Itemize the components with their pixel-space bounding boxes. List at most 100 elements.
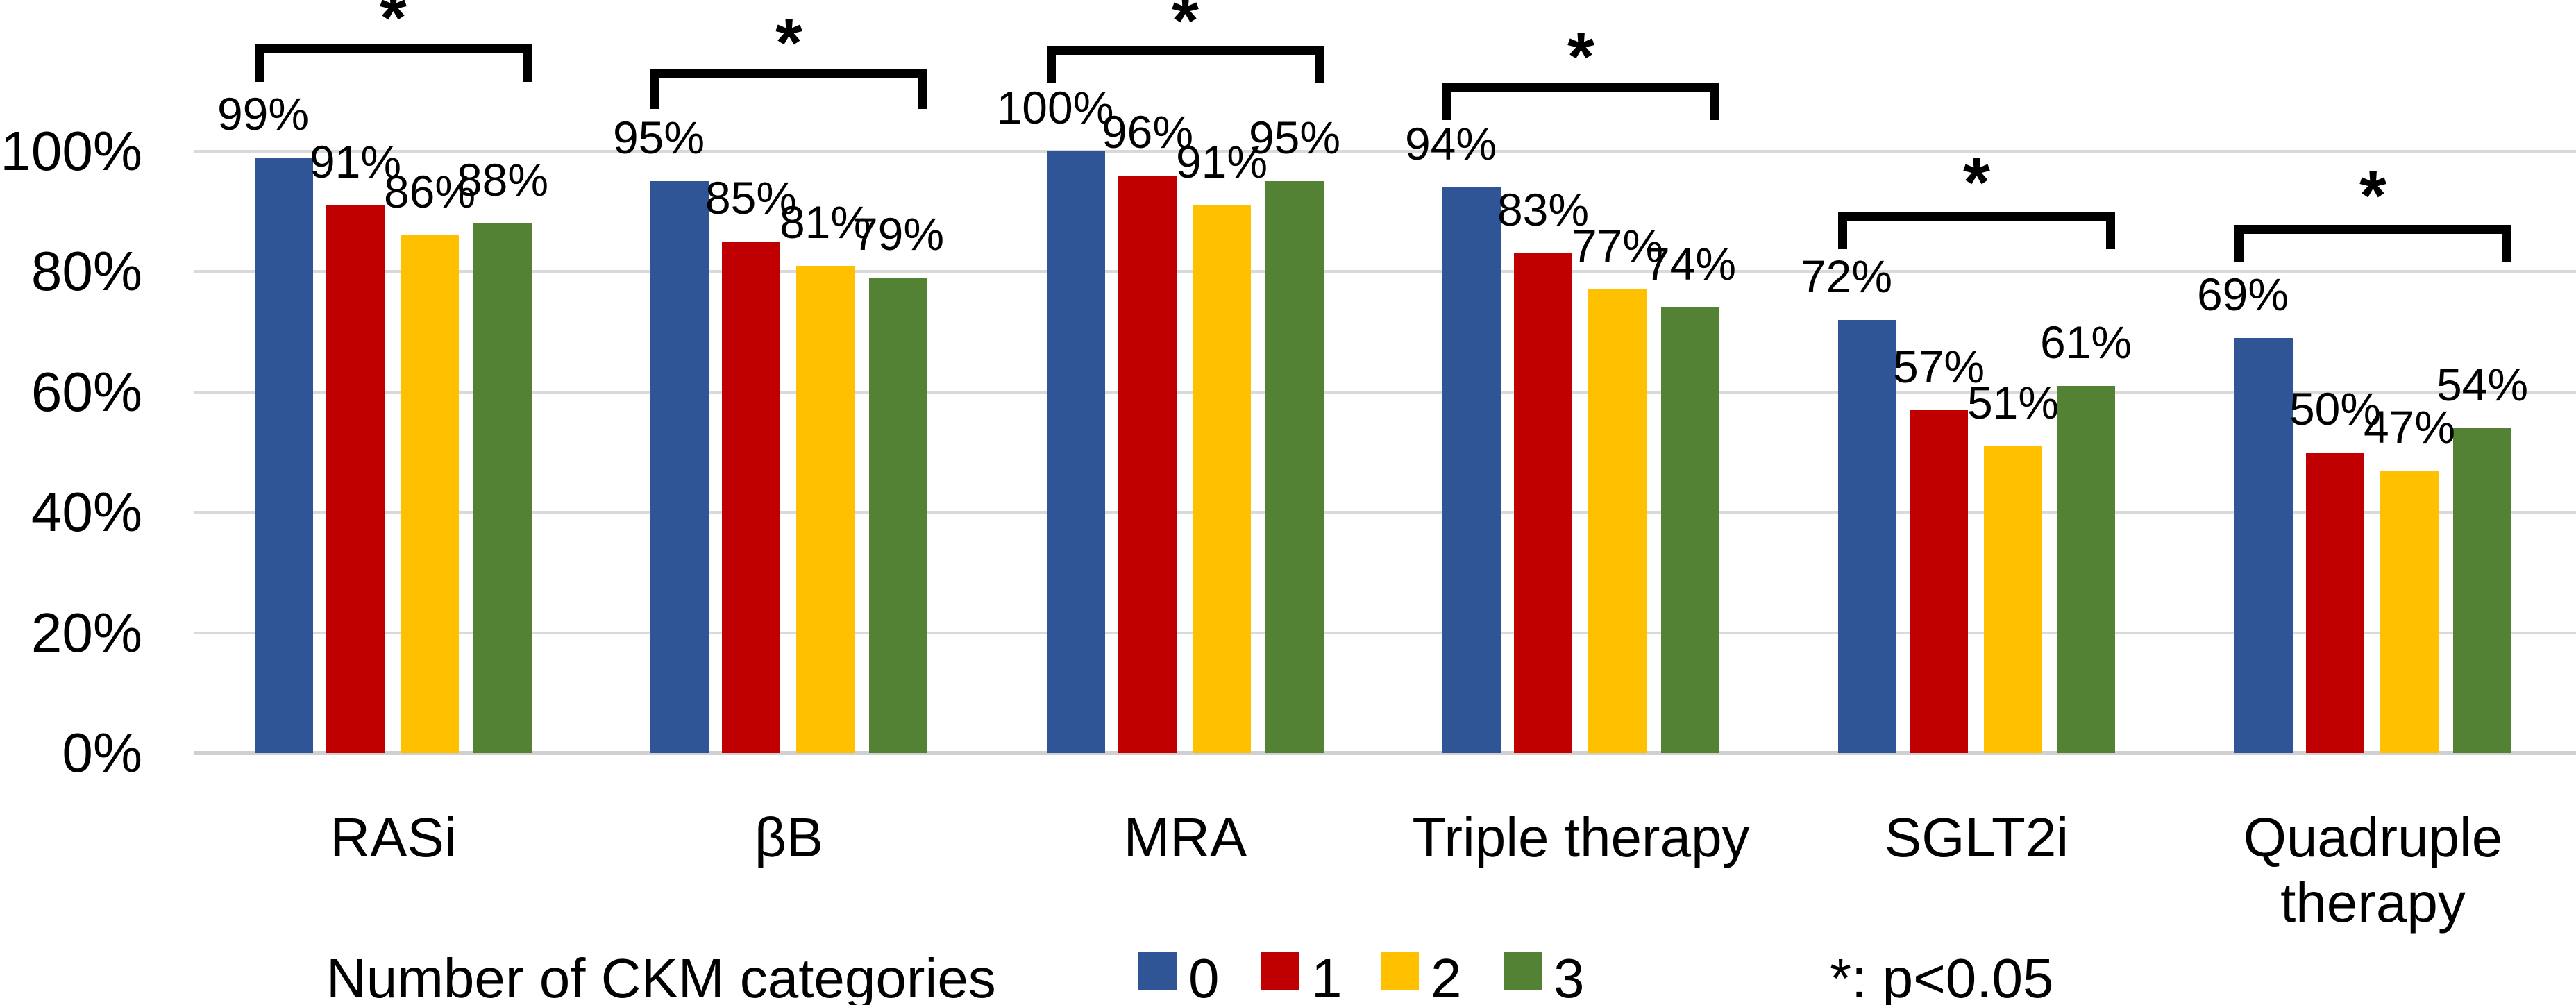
bar — [1910, 409, 1968, 753]
category-label: SGLT2i — [1884, 806, 2069, 868]
category-label: Quadruple therapy — [2243, 806, 2503, 934]
significance-bracket-bar — [1442, 83, 1719, 92]
y-tick-label: 80% — [31, 240, 142, 303]
significance-star: * — [775, 4, 802, 82]
significance-star: * — [1963, 144, 1990, 221]
bar — [326, 205, 385, 753]
significance-bracket-leg — [1710, 83, 1719, 120]
category-label: MRA — [1123, 806, 1247, 868]
bar — [796, 265, 855, 753]
bar-value-label: 91% — [309, 136, 402, 188]
significance-bracket-leg — [1442, 83, 1451, 120]
significance-bracket-bar — [1838, 212, 2115, 221]
significance-bracket-leg — [2502, 225, 2511, 262]
bar-value-label: 74% — [1644, 238, 1737, 290]
legend-item-label: 3 — [1554, 947, 1585, 1005]
bar — [869, 278, 927, 753]
y-tick-label: 100% — [0, 120, 142, 182]
significance-bracket-bar — [650, 69, 927, 78]
bar-value-label: 51% — [1967, 376, 2060, 428]
significance-bracket-leg — [650, 69, 659, 109]
significance-bracket-leg — [2106, 212, 2115, 249]
bar — [2057, 386, 2115, 753]
legend-item-label: 1 — [1311, 947, 1342, 1005]
bar-value-label: 69% — [2196, 268, 2289, 320]
bar-value-label: 47% — [2363, 400, 2456, 453]
bar-value-label: 54% — [2436, 358, 2529, 410]
category-label: RASi — [330, 806, 457, 868]
significance-bracket-bar — [255, 44, 532, 53]
legend-item-label: 2 — [1431, 947, 1462, 1005]
legend-item-label: 0 — [1188, 947, 1220, 1005]
gridline — [194, 390, 2576, 394]
significance-bracket-leg — [523, 44, 532, 82]
bar-value-label: 79% — [852, 208, 945, 260]
bar-value-label: 96% — [1101, 105, 1194, 158]
bar — [1661, 307, 1719, 753]
significance-star: * — [1567, 18, 1594, 96]
gridline — [194, 150, 2576, 153]
bar — [2380, 470, 2439, 753]
bar — [1588, 289, 1647, 753]
bar — [401, 235, 459, 753]
bar-value-label: 81% — [779, 196, 872, 248]
significance-note: *: p<0.05 — [1830, 947, 2054, 1005]
significance-bracket-bar — [2234, 225, 2511, 234]
bar — [1047, 151, 1105, 753]
bar — [1265, 181, 1324, 753]
bar-value-label: 94% — [1404, 118, 1497, 170]
bar-value-label: 91% — [1175, 136, 1268, 188]
significance-bracket-leg — [1047, 46, 1056, 83]
x-axis-line — [194, 751, 2576, 755]
bar-value-label: 61% — [2039, 316, 2132, 369]
bar-value-label: 57% — [1892, 340, 1985, 392]
significance-star: * — [380, 0, 407, 57]
bar-value-label: 88% — [456, 154, 549, 206]
significance-bracket-leg — [1838, 212, 1847, 249]
bar — [473, 223, 532, 753]
significance-bracket-leg — [918, 69, 927, 109]
bar-value-label: 83% — [1497, 184, 1590, 236]
bar — [1838, 319, 1896, 753]
legend-swatch — [1381, 952, 1419, 990]
significance-star: * — [1172, 0, 1199, 60]
significance-star: * — [2359, 157, 2386, 235]
legend-title: Number of CKM categories — [326, 947, 996, 1005]
category-label: βB — [754, 806, 824, 868]
bar — [1514, 253, 1572, 753]
significance-bracket-leg — [255, 44, 264, 82]
significance-bracket-leg — [2234, 225, 2244, 262]
bar — [2453, 428, 2511, 753]
significance-bracket-leg — [1315, 46, 1324, 83]
category-label: Triple therapy — [1412, 806, 1750, 868]
legend-swatch — [1261, 952, 1299, 990]
bar-value-label: 86% — [383, 166, 476, 218]
y-tick-label: 40% — [31, 481, 142, 543]
bar-value-label: 72% — [1800, 250, 1893, 302]
bar — [1118, 175, 1177, 753]
significance-bracket-bar — [1047, 46, 1324, 55]
legend-swatch — [1504, 952, 1542, 990]
bar-value-label: 77% — [1571, 220, 1664, 272]
y-tick-label: 20% — [31, 601, 142, 664]
legend-swatch — [1138, 952, 1177, 990]
gridline — [194, 270, 2576, 273]
bar — [1442, 187, 1501, 753]
gridline — [194, 511, 2576, 514]
bar-value-label: 95% — [1248, 112, 1341, 164]
bar-value-label: 85% — [705, 172, 798, 224]
bar-value-label: 99% — [217, 87, 310, 140]
bar — [1193, 205, 1251, 753]
bar — [650, 181, 709, 753]
bar — [722, 242, 780, 753]
bar — [255, 157, 313, 753]
bar — [2306, 452, 2364, 753]
bar-value-label: 95% — [612, 112, 705, 164]
